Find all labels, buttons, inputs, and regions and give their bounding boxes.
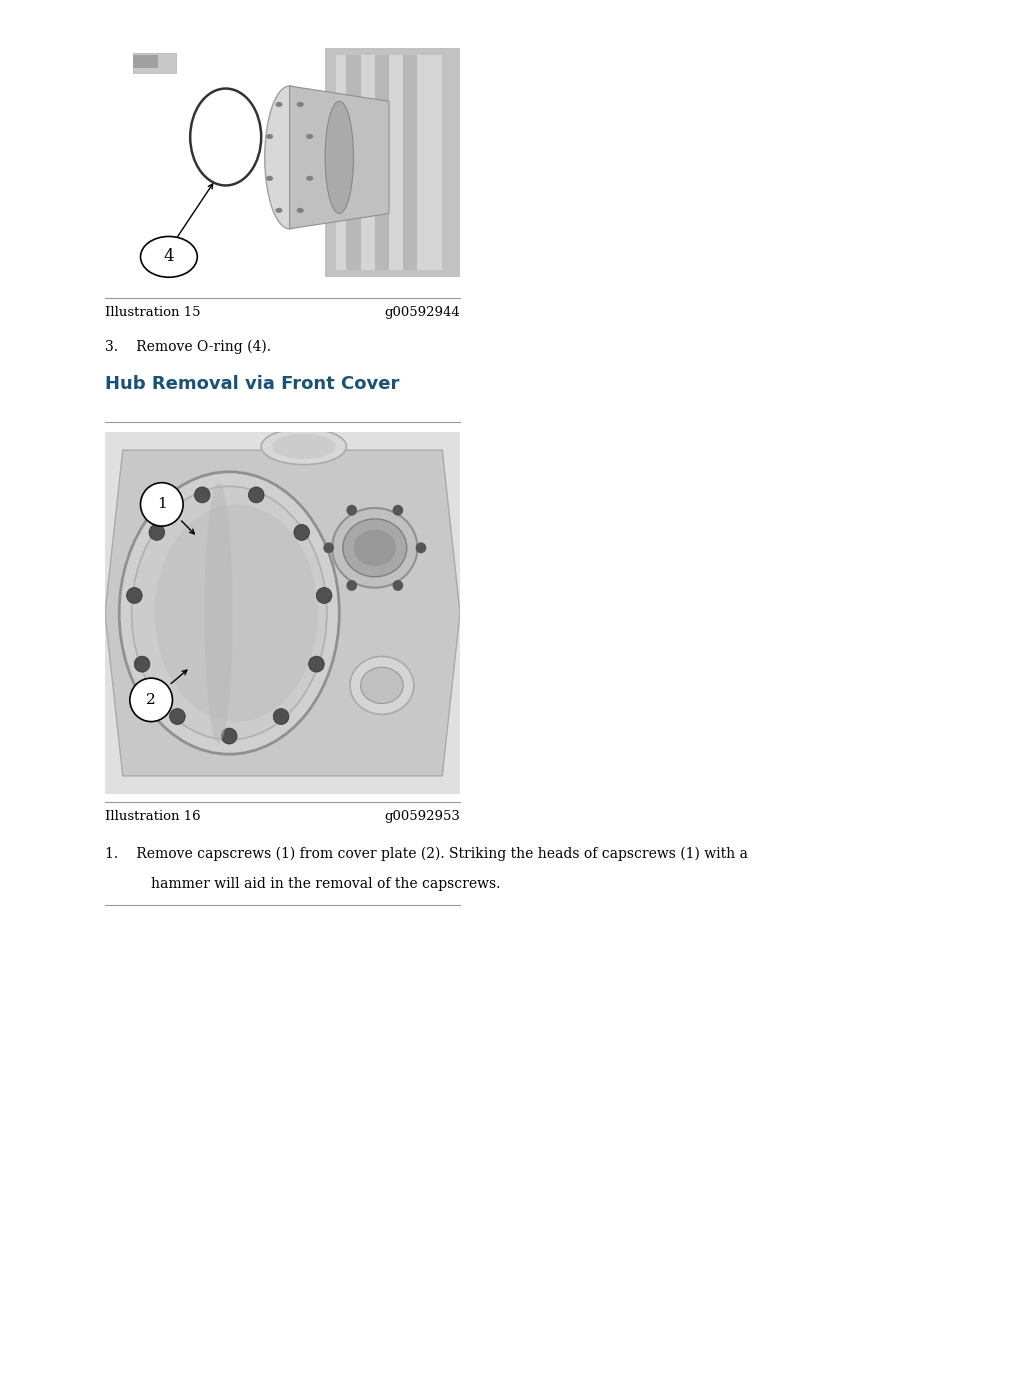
Ellipse shape — [325, 101, 353, 213]
Text: Illustration 15: Illustration 15 — [105, 307, 201, 319]
Circle shape — [306, 176, 313, 181]
Ellipse shape — [332, 508, 418, 588]
Circle shape — [170, 708, 185, 725]
Ellipse shape — [265, 85, 314, 228]
FancyBboxPatch shape — [336, 56, 442, 270]
Text: g00592944: g00592944 — [384, 307, 460, 319]
Circle shape — [273, 708, 289, 725]
Polygon shape — [290, 85, 389, 228]
Circle shape — [308, 657, 325, 672]
Circle shape — [316, 588, 332, 603]
FancyBboxPatch shape — [346, 56, 360, 270]
Text: Hub Removal via Front Cover: Hub Removal via Front Cover — [105, 375, 399, 393]
Circle shape — [392, 580, 403, 591]
Text: Illustration 16: Illustration 16 — [105, 811, 201, 823]
Text: 1.  Remove capscrews (1) from cover plate (2). Striking the heads of capscrews (: 1. Remove capscrews (1) from cover plate… — [105, 847, 748, 861]
Ellipse shape — [205, 483, 232, 743]
Circle shape — [392, 505, 403, 515]
Circle shape — [275, 102, 283, 106]
Text: hammer will aid in the removal of the capscrews.: hammer will aid in the removal of the ca… — [105, 876, 501, 890]
Polygon shape — [105, 449, 460, 776]
Circle shape — [266, 176, 273, 181]
Text: 2: 2 — [146, 693, 156, 707]
Text: g00592953: g00592953 — [384, 811, 460, 823]
FancyBboxPatch shape — [375, 56, 389, 270]
Ellipse shape — [132, 486, 327, 739]
Ellipse shape — [271, 434, 336, 459]
FancyBboxPatch shape — [325, 48, 460, 277]
Circle shape — [306, 134, 313, 139]
Ellipse shape — [119, 472, 339, 755]
Ellipse shape — [261, 428, 346, 465]
Ellipse shape — [155, 504, 318, 721]
Circle shape — [324, 542, 334, 553]
Circle shape — [134, 657, 150, 672]
Circle shape — [195, 487, 210, 503]
Text: 4: 4 — [164, 248, 174, 266]
Text: 3.  Remove O-ring (4).: 3. Remove O-ring (4). — [105, 340, 271, 354]
Circle shape — [127, 588, 142, 603]
Circle shape — [346, 580, 357, 591]
Circle shape — [266, 134, 273, 139]
Circle shape — [150, 525, 165, 540]
FancyBboxPatch shape — [403, 56, 418, 270]
Circle shape — [297, 102, 304, 106]
Circle shape — [221, 728, 238, 743]
Circle shape — [294, 525, 309, 540]
Circle shape — [130, 678, 172, 721]
Circle shape — [140, 237, 198, 277]
Circle shape — [297, 207, 304, 213]
Circle shape — [140, 483, 183, 526]
FancyBboxPatch shape — [133, 56, 159, 69]
Ellipse shape — [343, 519, 407, 577]
FancyBboxPatch shape — [133, 53, 176, 73]
Ellipse shape — [353, 529, 396, 566]
Circle shape — [416, 542, 426, 553]
Ellipse shape — [360, 668, 403, 703]
Circle shape — [275, 207, 283, 213]
Ellipse shape — [350, 657, 414, 714]
Text: 1: 1 — [157, 497, 167, 511]
Circle shape — [249, 487, 264, 503]
Circle shape — [346, 505, 357, 515]
